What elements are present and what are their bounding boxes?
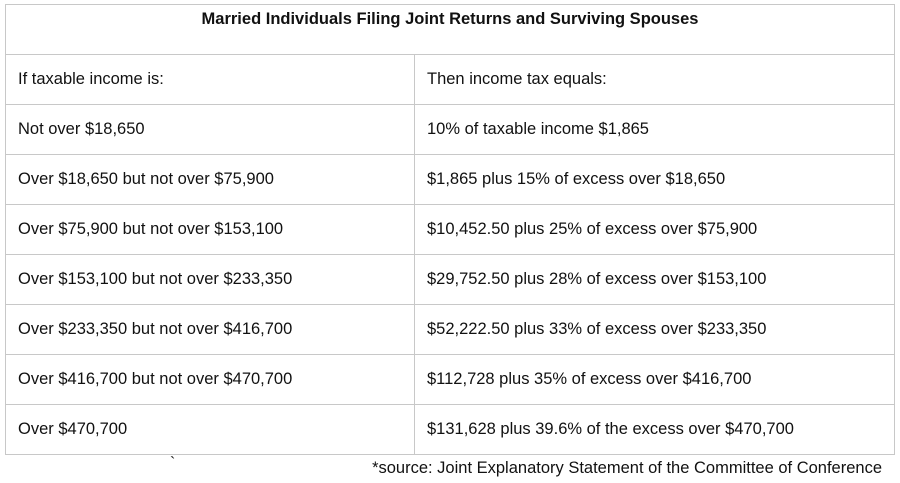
income-range-cell: Over $18,650 but not over $75,900 xyxy=(5,154,415,205)
table-row: Over $470,700 $131,628 plus 39.6% of the… xyxy=(5,404,896,455)
table-row: Over $233,350 but not over $416,700 $52,… xyxy=(5,304,896,355)
tax-formula-cell: $52,222.50 plus 33% of excess over $233,… xyxy=(413,304,896,355)
table-row: Not over $18,650 10% of taxable income $… xyxy=(5,104,896,155)
income-range-cell: Over $416,700 but not over $470,700 xyxy=(5,354,415,405)
income-range-cell: Over $75,900 but not over $153,100 xyxy=(5,204,415,255)
table-title: Married Individuals Filing Joint Returns… xyxy=(4,4,896,55)
income-range-cell: Not over $18,650 xyxy=(5,104,415,155)
table-row: Over $416,700 but not over $470,700 $112… xyxy=(5,354,896,405)
income-range-cell: Over $153,100 but not over $233,350 xyxy=(5,254,415,305)
header-income-tax: Then income tax equals: xyxy=(413,54,896,105)
table-row: Over $18,650 but not over $75,900 $1,865… xyxy=(5,154,896,205)
table-row: Over $75,900 but not over $153,100 $10,4… xyxy=(5,204,896,255)
table-row: Over $153,100 but not over $233,350 $29,… xyxy=(5,254,896,305)
tax-bracket-table: Married Individuals Filing Joint Returns… xyxy=(4,4,896,455)
table-title-row: Married Individuals Filing Joint Returns… xyxy=(4,4,896,55)
tax-formula-cell: 10% of taxable income $1,865 xyxy=(413,104,896,155)
income-range-cell: Over $233,350 but not over $416,700 xyxy=(5,304,415,355)
tax-formula-cell: $29,752.50 plus 28% of excess over $153,… xyxy=(413,254,896,305)
income-range-cell: Over $470,700 xyxy=(5,404,415,455)
tax-formula-cell: $10,452.50 plus 25% of excess over $75,9… xyxy=(413,204,896,255)
stray-mark: ` xyxy=(170,455,176,472)
tax-formula-cell: $112,728 plus 35% of excess over $416,70… xyxy=(413,354,896,405)
header-taxable-income: If taxable income is: xyxy=(5,54,415,105)
tax-formula-cell: $131,628 plus 39.6% of the excess over $… xyxy=(413,404,896,455)
table-header-row: If taxable income is: Then income tax eq… xyxy=(5,54,896,105)
source-note: *source: Joint Explanatory Statement of … xyxy=(372,459,882,477)
tax-formula-cell: $1,865 plus 15% of excess over $18,650 xyxy=(413,154,896,205)
